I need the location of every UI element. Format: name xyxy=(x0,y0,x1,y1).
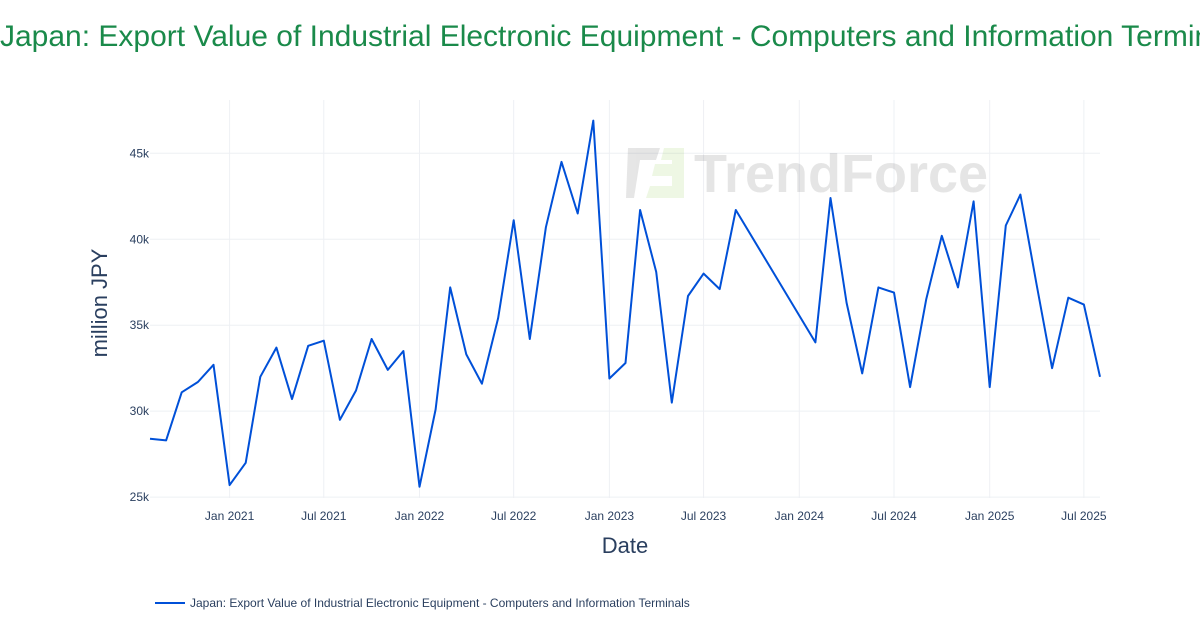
y-tick-label: 40k xyxy=(130,232,150,246)
x-tick-label: Jul 2021 xyxy=(301,509,347,523)
x-tick-label: Jan 2021 xyxy=(205,509,255,523)
x-tick-label: Jan 2025 xyxy=(965,509,1015,523)
x-tick-label: Jul 2022 xyxy=(491,509,537,523)
y-tick-label: 35k xyxy=(130,318,150,332)
series-line xyxy=(149,119,1101,488)
y-axis-title: million JPY xyxy=(87,248,112,357)
chart-title: Japan: Export Value of Industrial Electr… xyxy=(0,20,1200,53)
y-tick-label: 30k xyxy=(130,404,150,418)
x-tick-label: Jul 2023 xyxy=(681,509,727,523)
y-tick-label: 25k xyxy=(130,490,150,504)
x-tick-label: Jan 2023 xyxy=(585,509,635,523)
x-tick-label: Jan 2024 xyxy=(775,509,825,523)
watermark-text: TrendForce xyxy=(694,144,988,204)
y-tick-label: 45k xyxy=(130,146,150,160)
x-tick-label: Jan 2022 xyxy=(395,509,445,523)
x-tick-label: Jul 2025 xyxy=(1061,509,1107,523)
gridlines xyxy=(150,100,1100,498)
legend-swatch xyxy=(155,602,185,604)
legend[interactable]: Japan: Export Value of Industrial Electr… xyxy=(155,596,690,610)
x-tick-label: Jul 2024 xyxy=(871,509,917,523)
legend-label: Japan: Export Value of Industrial Electr… xyxy=(190,596,690,610)
x-axis-title: Date xyxy=(602,533,648,558)
trendforce-watermark: TrendForce xyxy=(626,144,988,204)
